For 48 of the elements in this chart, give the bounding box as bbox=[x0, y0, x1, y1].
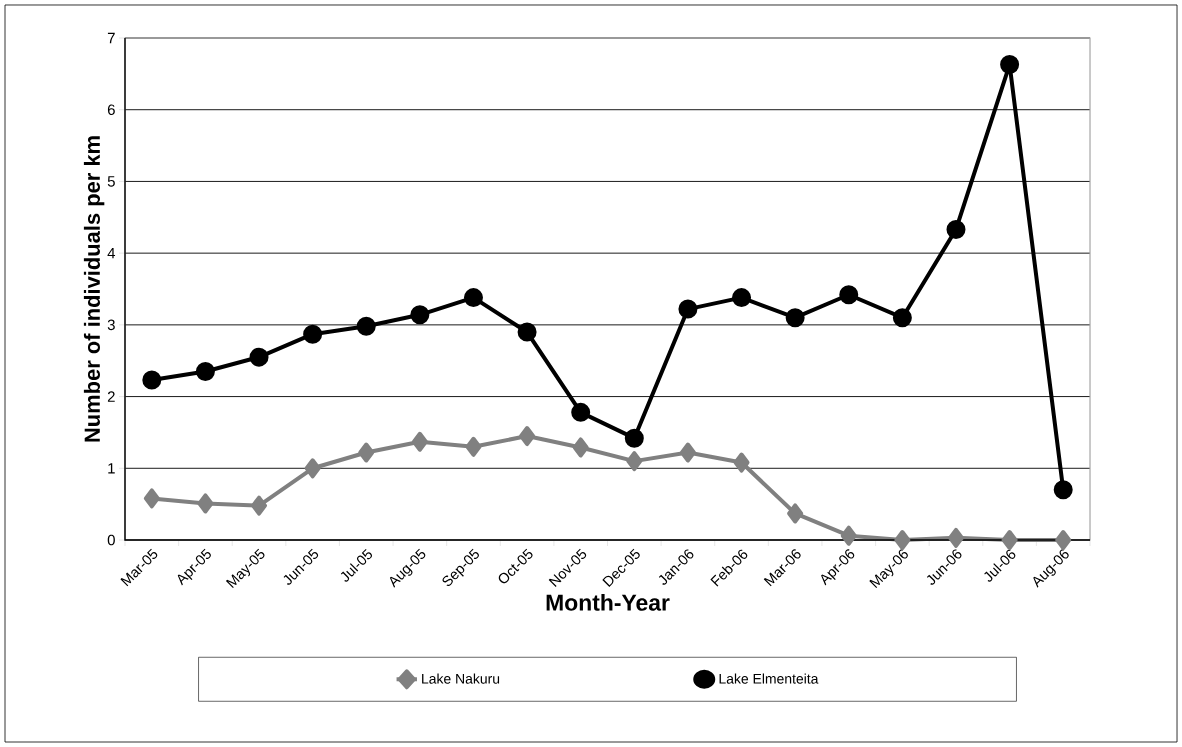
point bbox=[733, 452, 750, 473]
point bbox=[678, 299, 698, 319]
point bbox=[840, 525, 857, 546]
point bbox=[143, 488, 160, 509]
legend-label: Lake Nakuru bbox=[422, 673, 500, 684]
point bbox=[1053, 480, 1073, 500]
y-tick-label: 7 bbox=[107, 32, 115, 44]
point bbox=[142, 370, 162, 390]
point bbox=[892, 308, 912, 328]
point bbox=[517, 322, 537, 342]
point bbox=[571, 402, 591, 422]
point bbox=[411, 431, 428, 452]
point bbox=[787, 503, 804, 524]
point bbox=[356, 316, 376, 336]
point bbox=[465, 436, 482, 457]
point bbox=[624, 428, 644, 448]
point bbox=[303, 324, 323, 344]
y-tick-label: 0 bbox=[107, 534, 115, 546]
legend-label: Lake Elmenteita bbox=[719, 673, 819, 684]
point bbox=[1001, 530, 1018, 550]
point bbox=[1000, 55, 1020, 75]
point bbox=[197, 493, 214, 514]
y-tick-label: 1 bbox=[108, 463, 115, 474]
point bbox=[410, 305, 430, 325]
y-axis-title: Number of individuals per km bbox=[83, 136, 105, 442]
point bbox=[679, 442, 696, 463]
x-axis-title: Month-Year bbox=[546, 593, 670, 611]
point bbox=[572, 437, 589, 458]
y-tick-label: 3 bbox=[107, 319, 115, 331]
y-tick-label: 6 bbox=[107, 104, 115, 115]
point bbox=[519, 426, 536, 447]
point bbox=[251, 495, 268, 516]
y-tick-label: 4 bbox=[107, 248, 116, 259]
y-tick-label: 5 bbox=[107, 176, 115, 187]
point bbox=[1055, 530, 1072, 550]
point bbox=[946, 219, 966, 239]
point bbox=[732, 288, 752, 308]
point bbox=[358, 442, 375, 463]
y-tick-label: 2 bbox=[107, 391, 115, 402]
point bbox=[463, 288, 483, 308]
point bbox=[839, 285, 859, 305]
point bbox=[785, 308, 805, 328]
point bbox=[304, 458, 321, 479]
point bbox=[894, 530, 911, 550]
point bbox=[249, 347, 269, 367]
point bbox=[195, 361, 215, 381]
point bbox=[626, 451, 643, 472]
point bbox=[947, 527, 964, 548]
